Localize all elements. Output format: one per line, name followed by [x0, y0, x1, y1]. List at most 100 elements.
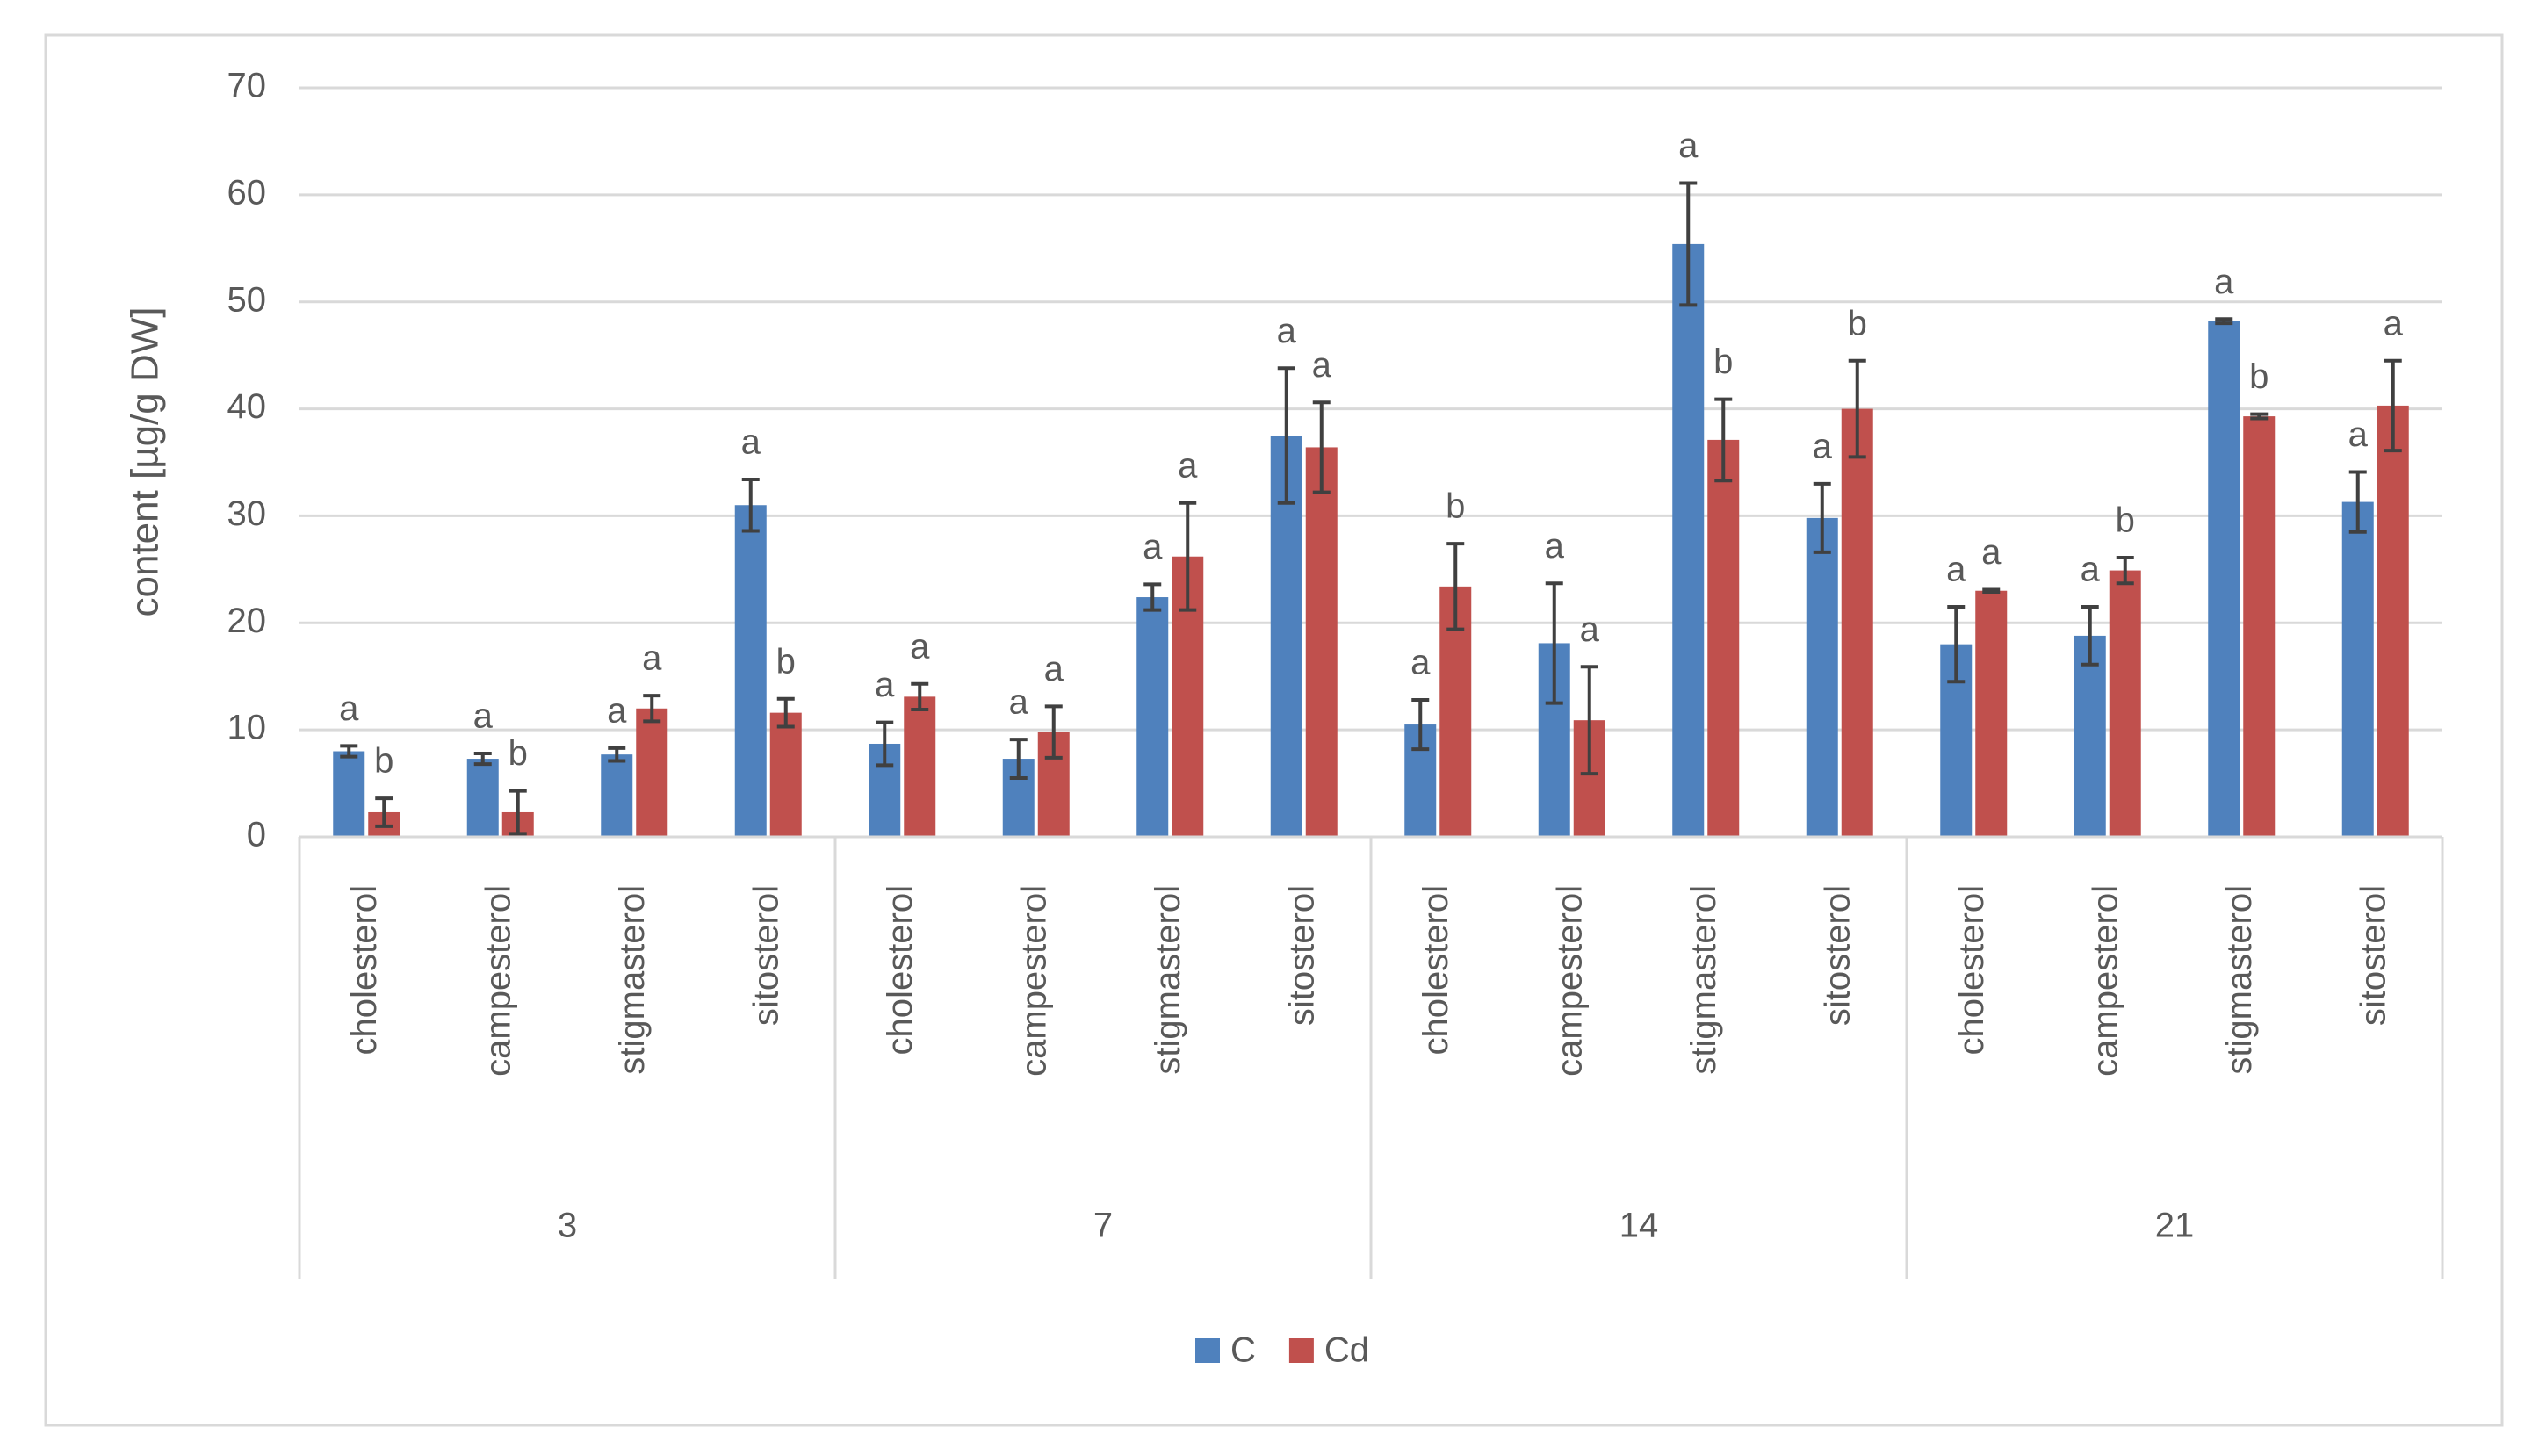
legend-label: C	[1230, 1331, 1256, 1370]
significance-letter: a	[1178, 446, 1198, 485]
error-bar	[1312, 400, 1331, 494]
x-tick-label: sitosterol	[1282, 885, 1321, 1026]
significance-letter: a	[642, 639, 662, 678]
legend-swatch	[1288, 1338, 1314, 1363]
significance-letter: a	[1678, 126, 1699, 165]
significance-letter: a	[1009, 683, 1029, 722]
bar	[2243, 416, 2276, 837]
significance-letter: a	[1410, 644, 1431, 682]
bar	[734, 505, 767, 837]
error-bar	[2384, 358, 2402, 453]
significance-letter: a	[1143, 528, 1163, 566]
significance-letter: a	[473, 697, 494, 736]
bar	[2377, 405, 2409, 837]
error-bar	[2348, 470, 2367, 534]
bar	[2109, 570, 2141, 837]
legend-label: Cd	[1324, 1331, 1369, 1370]
x-tick-label: sitosterol	[1818, 885, 1857, 1026]
legend-swatch	[1195, 1338, 1220, 1363]
x-tick-label: cholesterol	[345, 885, 384, 1055]
error-bar	[741, 477, 760, 533]
significance-letter: b	[1446, 487, 1465, 526]
significance-letter: b	[2116, 501, 2135, 540]
error-bar	[643, 694, 661, 724]
bar	[466, 759, 499, 837]
bar	[2208, 321, 2240, 837]
x-tick-label: stigmasterol	[2220, 885, 2259, 1075]
significance-letter: b	[776, 642, 796, 681]
significance-letter: b	[374, 742, 393, 781]
error-bar	[1179, 501, 1197, 612]
significance-letter: a	[1312, 346, 1332, 385]
error-bar	[2215, 317, 2233, 326]
significance-letter: b	[509, 734, 528, 773]
bar	[769, 712, 802, 837]
y-tick-label: 20	[227, 602, 267, 640]
group-label: 7	[1093, 1207, 1113, 1245]
x-tick-label: campesterol	[1014, 885, 1053, 1077]
error-bar	[911, 681, 929, 711]
bar	[1975, 590, 2008, 837]
y-tick-label: 0	[247, 816, 266, 854]
significance-letter: b	[1848, 304, 1867, 342]
error-bar	[1679, 181, 1698, 307]
y-tick-label: 60	[227, 173, 267, 212]
x-tick-label: sitosterol	[2354, 885, 2392, 1026]
error-bar	[1982, 587, 2001, 594]
group-label: 14	[1619, 1207, 1659, 1245]
bar	[1305, 447, 1338, 837]
y-tick-label: 10	[227, 709, 267, 747]
bar	[1841, 408, 1873, 837]
y-tick-label: 70	[227, 67, 267, 105]
error-bar	[1143, 582, 1162, 612]
group-label: 3	[558, 1207, 577, 1245]
bar	[601, 754, 633, 837]
error-bar	[2116, 555, 2134, 586]
error-bar	[1813, 481, 1831, 554]
significance-letter: a	[1545, 527, 1565, 566]
x-tick-label: campesterol	[479, 885, 517, 1077]
significance-letter: a	[607, 691, 627, 730]
error-bar	[1545, 581, 1563, 705]
y-tick-label: 40	[227, 387, 267, 426]
significance-letter: a	[910, 627, 930, 666]
significance-letter: a	[875, 666, 895, 704]
significance-letter: a	[741, 423, 761, 462]
x-tick-label: cholesterol	[881, 885, 920, 1055]
x-tick-label: cholesterol	[1417, 885, 1455, 1055]
significance-letter: a	[1044, 650, 1064, 688]
error-bar	[1411, 698, 1430, 752]
significance-letter: a	[2348, 415, 2369, 454]
bar	[1806, 517, 1838, 837]
error-bar	[2250, 412, 2269, 421]
bar	[904, 696, 936, 837]
bar	[333, 751, 365, 837]
significance-letter: a	[339, 689, 359, 728]
error-bar	[1580, 665, 1598, 776]
error-bar	[1277, 366, 1295, 505]
y-tick-label: 30	[227, 494, 267, 533]
error-bar	[876, 720, 894, 768]
x-tick-label: stigmasterol	[613, 885, 652, 1075]
error-bar	[1848, 358, 1866, 459]
x-tick-label: stigmasterol	[1149, 885, 1187, 1075]
significance-letter: b	[1713, 342, 1733, 381]
error-bar	[1009, 738, 1028, 780]
error-bar	[2081, 605, 2099, 667]
error-bar	[608, 746, 626, 763]
significance-letter: a	[1946, 551, 1966, 589]
bar	[1707, 439, 1740, 837]
x-tick-label: campesterol	[1550, 885, 1589, 1077]
x-tick-label: campesterol	[2086, 885, 2124, 1077]
error-bar	[473, 751, 492, 767]
significance-letter: a	[2081, 551, 2101, 589]
bar	[2341, 501, 2374, 837]
significance-letter: a	[2214, 263, 2234, 301]
error-bar	[509, 789, 527, 836]
y-axis-title: content [µg/g DW]	[124, 306, 167, 616]
significance-letter: a	[1813, 427, 1833, 465]
x-tick-label: stigmasterol	[1684, 885, 1723, 1075]
error-bar	[1446, 542, 1465, 631]
bar	[1672, 243, 1705, 837]
